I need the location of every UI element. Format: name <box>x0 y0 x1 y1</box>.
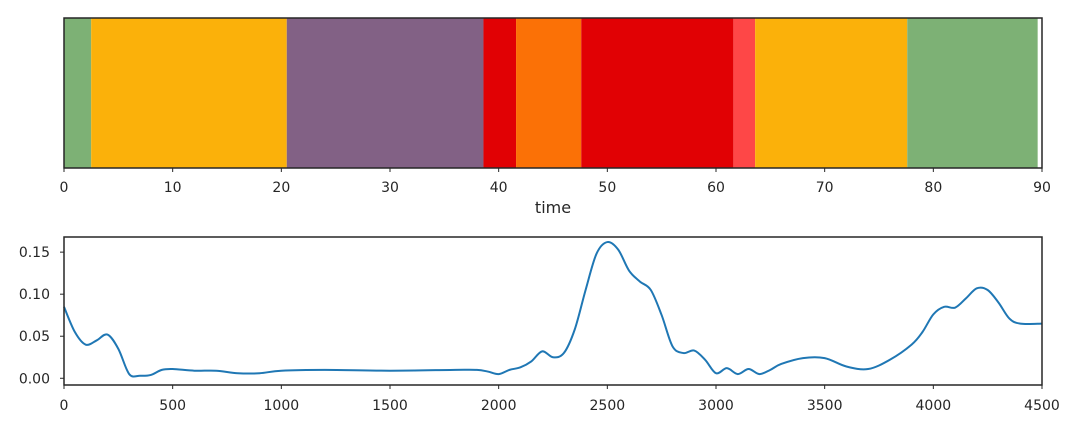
segment-bar <box>755 18 907 168</box>
segment-bar <box>91 18 287 168</box>
x-tick-label: 1000 <box>264 398 300 414</box>
bottom-axes-frame <box>64 237 1042 385</box>
bottom-x-ticks: 0 500 1000 1500 2000 2500 3000 3500 4000 4500 <box>60 385 1060 414</box>
segment-bar <box>907 18 1037 168</box>
x-tick-label: 1500 <box>372 398 408 414</box>
x-tick-label: 0 <box>60 180 69 196</box>
segment-bar <box>733 18 755 168</box>
segment-bar <box>581 18 733 168</box>
segment-bar <box>483 18 516 168</box>
x-tick-label: 2000 <box>481 398 517 414</box>
x-tick-label: 10 <box>164 180 182 196</box>
y-tick-label: 0.00 <box>19 371 50 387</box>
segment-bar <box>287 18 484 168</box>
y-tick-label: 0.15 <box>19 245 50 261</box>
x-tick-label: 60 <box>707 180 725 196</box>
x-tick-label: 2500 <box>590 398 626 414</box>
line-chart: 0 500 1000 1500 2000 2500 3000 3500 4000 4500 0.0… <box>19 237 1060 414</box>
x-tick-label: 50 <box>598 180 616 196</box>
x-tick-label: 3000 <box>698 398 734 414</box>
y-tick-label: 0.05 <box>19 329 50 345</box>
top-x-axis-label: time <box>535 198 571 217</box>
segment-bar <box>516 18 581 168</box>
x-tick-label: 0 <box>60 398 69 414</box>
x-tick-label: 4500 <box>1024 398 1060 414</box>
x-tick-label: 20 <box>272 180 290 196</box>
segment-bars <box>64 18 1038 168</box>
segment-chart: 0 10 20 30 40 50 60 70 80 90 time <box>60 18 1051 217</box>
x-tick-label: 40 <box>490 180 508 196</box>
x-tick-label: 30 <box>381 180 399 196</box>
y-tick-label: 0.10 <box>19 287 50 303</box>
x-tick-label: 90 <box>1033 180 1051 196</box>
x-tick-label: 3500 <box>807 398 843 414</box>
x-tick-label: 70 <box>816 180 834 196</box>
top-x-ticks: 0 10 20 30 40 50 60 70 80 90 <box>60 168 1051 196</box>
bottom-y-ticks: 0.00 0.05 0.10 0.15 <box>19 245 64 387</box>
segment-bar <box>64 18 91 168</box>
series-line <box>64 242 1042 377</box>
x-tick-label: 80 <box>924 180 942 196</box>
x-tick-label: 4000 <box>916 398 952 414</box>
x-tick-label: 500 <box>159 398 186 414</box>
